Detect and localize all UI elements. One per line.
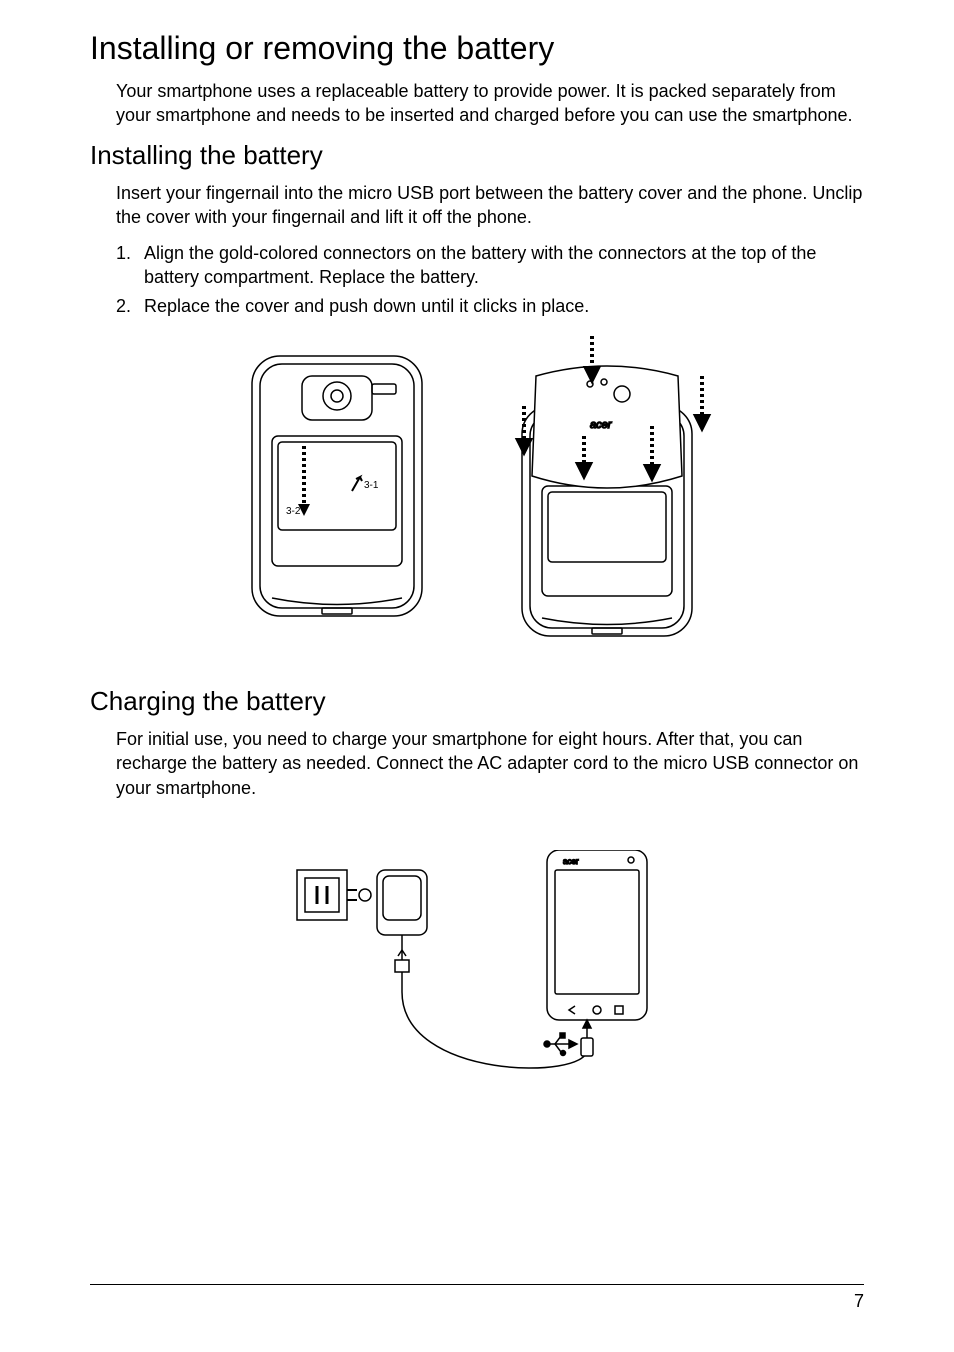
figure-charging: acer [90,850,864,1110]
page-number: 7 [854,1291,864,1311]
section3-intro: For initial use, you need to charge your… [90,727,864,800]
section-heading-charging: Charging the battery [90,686,864,717]
step-number: 1. [116,241,144,290]
install-step-2: 2. Replace the cover and push down until… [116,294,864,318]
figure-battery-install: 3-1 3-2 acer [90,336,864,646]
figure-label-3-2: 3-2 [286,506,301,517]
diagram-cover-replace: acer [482,336,722,646]
step-text: Align the gold-colored connectors on the… [144,241,864,290]
step-text: Replace the cover and push down until it… [144,294,864,318]
manual-page: Installing or removing the battery Your … [0,0,954,1352]
install-steps-list: 1. Align the gold-colored connectors on … [90,241,864,318]
section1-intro: Your smartphone uses a replaceable batte… [90,79,864,128]
svg-text:acer: acer [590,419,613,431]
section2-intro: Insert your fingernail into the micro US… [90,181,864,230]
step-number: 2. [116,294,144,318]
svg-text:acer: acer [563,857,579,866]
diagram-battery-insert: 3-1 3-2 [232,336,442,636]
section-heading-installing: Installing the battery [90,140,864,171]
figure-label-3-1: 3-1 [364,480,379,491]
install-step-1: 1. Align the gold-colored connectors on … [116,241,864,290]
section-heading-install-remove: Installing or removing the battery [90,30,864,67]
diagram-charging: acer [287,850,667,1110]
page-footer: 7 [90,1284,864,1312]
